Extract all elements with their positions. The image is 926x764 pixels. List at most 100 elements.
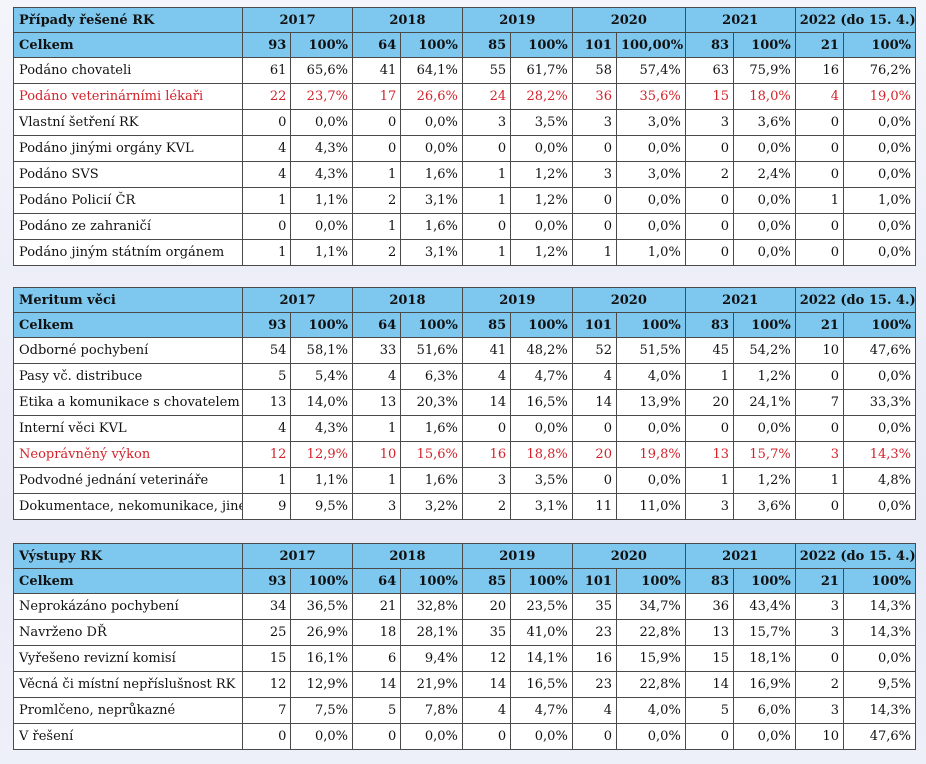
table-cell: 1 <box>351 213 402 240</box>
total-cell: 100% <box>733 312 796 338</box>
table-cell: 3 <box>461 467 512 494</box>
total-cell: 100% <box>842 32 917 58</box>
total-cell: 21 <box>794 32 844 58</box>
table-cell: 4,3% <box>290 135 353 162</box>
table-cell: 4 <box>461 697 512 724</box>
table-cell: 15,7% <box>733 441 796 468</box>
table-cell: 12,9% <box>290 671 353 698</box>
table-cell: 7 <box>794 389 844 416</box>
row-label: Navrženo DŘ <box>12 619 244 646</box>
table-row: V řešení 0 0,0% 0 0,0% 0 0,0% 0 0,0% 0 0,0% 10 47,6% <box>12 723 917 750</box>
table-cell: 41 <box>461 337 512 364</box>
table-cell: 3 <box>794 697 844 724</box>
total-cell: 101 <box>571 32 617 58</box>
table-cell: 4,3% <box>290 415 353 442</box>
table-cell: 5 <box>684 697 735 724</box>
table-cell: 0,0% <box>733 187 796 214</box>
table-cell: 14 <box>461 671 512 698</box>
table-cell: 21 <box>351 593 402 620</box>
table-cell: 0,0% <box>733 415 796 442</box>
year-header: 2022 (do 15. 4.) <box>794 287 917 313</box>
table-row: Podáno jiným státním orgánem 1 1,1% 2 3,1% 1 1… <box>12 239 917 266</box>
table-cell: 0 <box>794 213 844 240</box>
row-label: Vyřešeno revizní komisí <box>12 645 244 672</box>
table-cell: 0 <box>684 187 735 214</box>
table-cell: 16,5% <box>510 671 573 698</box>
table-cell: 1 <box>351 467 402 494</box>
table-cell: 34,7% <box>615 593 686 620</box>
year-header: 2021 <box>684 7 796 33</box>
table-cell: 0,0% <box>842 213 917 240</box>
table-cell: 7,5% <box>290 697 353 724</box>
year-header: 2018 <box>351 543 463 569</box>
table-cell: 1 <box>684 363 735 390</box>
table-cell: 0,0% <box>615 187 686 214</box>
table-cell: 9,4% <box>400 645 463 672</box>
table-cell: 0 <box>461 415 512 442</box>
header-row: Výstupy RK 2017 2018 2019 2020 2021 2022 (do 1… <box>12 543 917 569</box>
table-cell: 14,3% <box>842 619 917 646</box>
table-cell: 25 <box>242 619 292 646</box>
table-cell: 51,5% <box>615 337 686 364</box>
total-cell: 100% <box>733 32 796 58</box>
table-cell: 36 <box>571 83 617 110</box>
table-cell: 28,1% <box>400 619 463 646</box>
table-row: Interní věci KVL 4 4,3% 1 1,6% 0 0,0% 0 0,0% 0 0,0… <box>12 415 917 442</box>
row-label: Věcná či místní nepříslušnost RK <box>12 671 244 698</box>
total-cell: 100% <box>842 312 917 338</box>
table-cell: 6 <box>351 645 402 672</box>
table-title: Výstupy RK <box>12 543 244 569</box>
table-cell: 1,1% <box>290 187 353 214</box>
table-cell: 0 <box>794 161 844 188</box>
table-cell: 32,8% <box>400 593 463 620</box>
total-cell: 100% <box>290 32 353 58</box>
table-cell: 24,1% <box>733 389 796 416</box>
table-cell: 0 <box>351 723 402 750</box>
total-cell: 85 <box>461 312 512 338</box>
year-header: 2017 <box>242 7 353 33</box>
table-cell: 0,0% <box>842 493 917 520</box>
table-cell: 3 <box>571 109 617 136</box>
table-cell: 0,0% <box>510 135 573 162</box>
table-cell: 3,6% <box>733 109 796 136</box>
row-label: Podáno Policií ČR <box>12 187 244 214</box>
row-label: Podáno chovateli <box>12 57 244 84</box>
table-cell: 65,6% <box>290 57 353 84</box>
table-cell: 0 <box>684 213 735 240</box>
table-cell: 24 <box>461 83 512 110</box>
table-cell: 1,6% <box>400 161 463 188</box>
table-cell: 0 <box>794 363 844 390</box>
table-cell: 19,0% <box>842 83 917 110</box>
table-cell: 20,3% <box>400 389 463 416</box>
table-cell: 16 <box>461 441 512 468</box>
table-cell: 15,7% <box>733 619 796 646</box>
table-cell: 13 <box>351 389 402 416</box>
year-header: 2020 <box>571 7 686 33</box>
table-cell: 0,0% <box>615 723 686 750</box>
year-header: 2019 <box>461 287 573 313</box>
table-cell: 5 <box>351 697 402 724</box>
row-label: Interní věci KVL <box>12 415 244 442</box>
table-cell: 12,9% <box>290 441 353 468</box>
row-label: Podvodné jednání veterináře <box>12 467 244 494</box>
table-cell: 0,0% <box>842 239 917 266</box>
table-cell: 0 <box>684 239 735 266</box>
table-cell: 1 <box>351 161 402 188</box>
table-cell: 16,9% <box>733 671 796 698</box>
table-cell: 1,2% <box>510 187 573 214</box>
table-cell: 18,8% <box>510 441 573 468</box>
data-table: Případy řešené RK 2017 2018 2019 2020 2021 202… <box>12 7 917 266</box>
year-header: 2017 <box>242 287 353 313</box>
table-cell: 4,0% <box>615 697 686 724</box>
table-row: Podáno chovateli 61 65,6% 41 64,1% 55 61,7% 58 5… <box>12 57 917 84</box>
table-row: Vyřešeno revizní komisí 15 16,1% 6 9,4% 12 14,… <box>12 645 917 672</box>
table-meritum: Meritum věci 2017 2018 2019 2020 2021 2022 (do… <box>12 287 917 520</box>
row-label: Podáno ze zahraničí <box>12 213 244 240</box>
table-cell: 51,6% <box>400 337 463 364</box>
table-cell: 0,0% <box>842 363 917 390</box>
table-cell: 3 <box>794 619 844 646</box>
table-cell: 9 <box>242 493 292 520</box>
total-cell: 21 <box>794 312 844 338</box>
table-cell: 16 <box>794 57 844 84</box>
table-cell: 14,3% <box>842 593 917 620</box>
